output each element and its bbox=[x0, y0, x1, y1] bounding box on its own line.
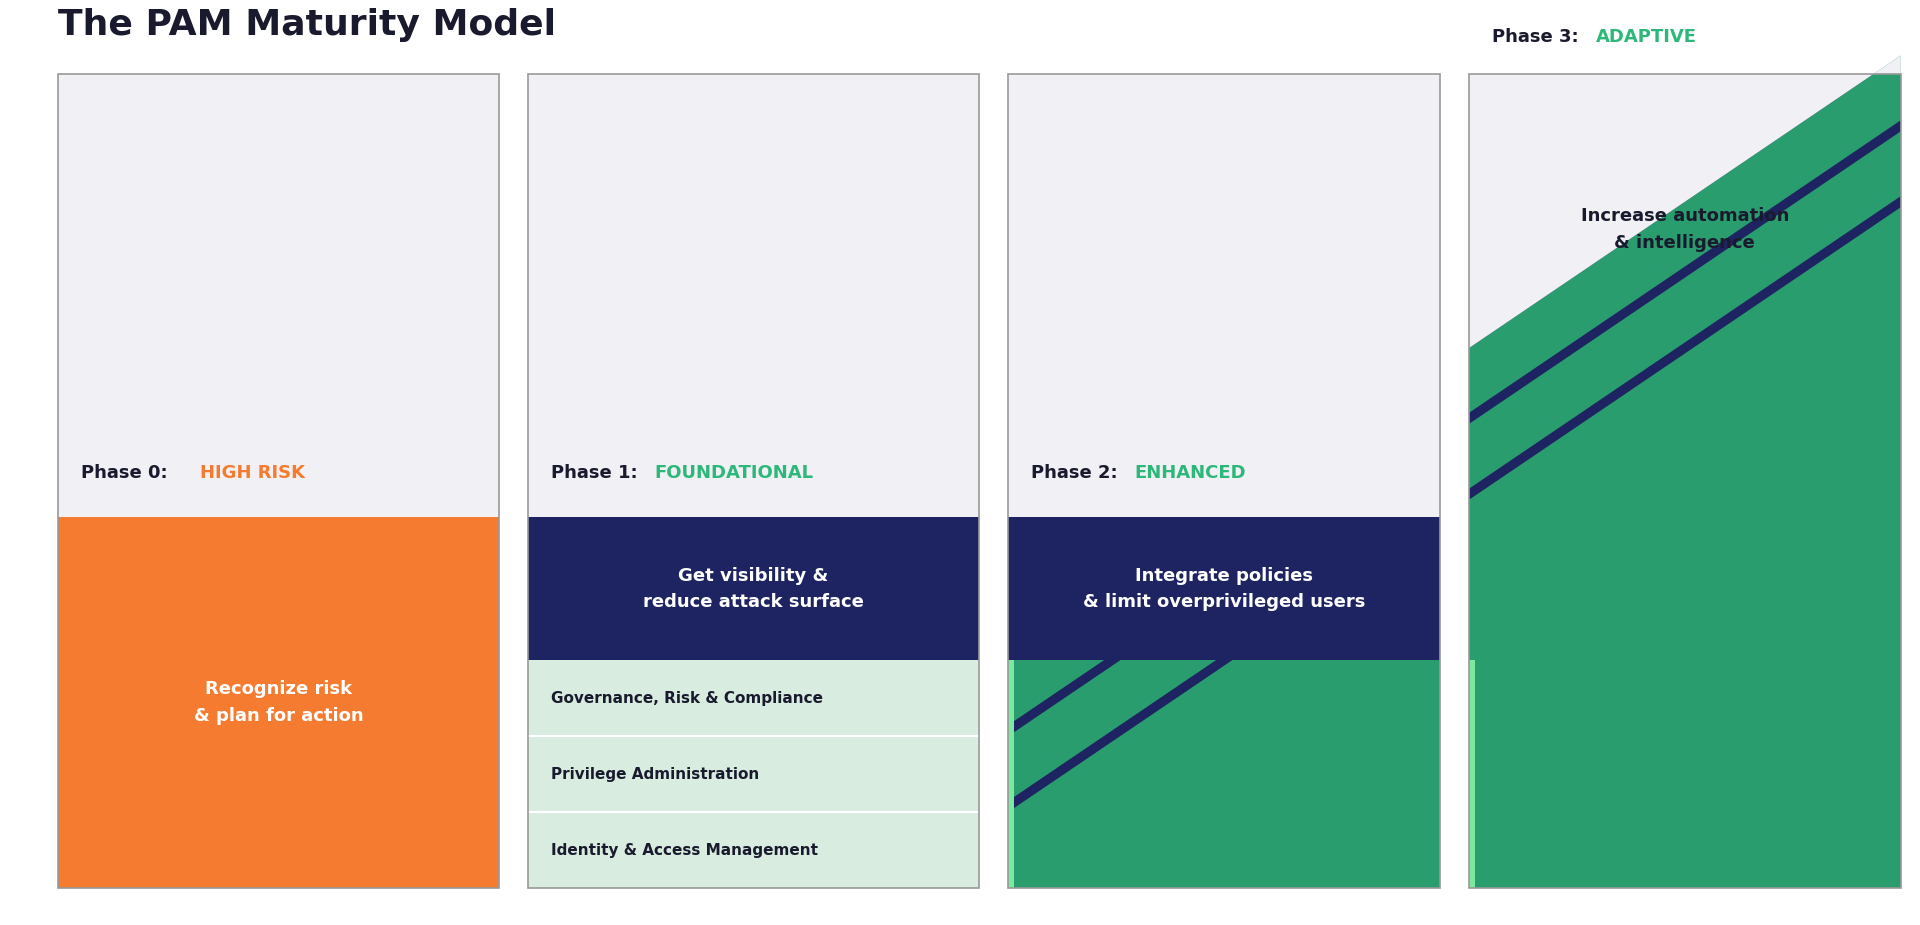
Text: Phase 3:: Phase 3: bbox=[1492, 29, 1584, 46]
Text: Governance, Risk & Compliance: Governance, Risk & Compliance bbox=[551, 691, 824, 706]
Text: Phase 2:: Phase 2: bbox=[1031, 464, 1123, 482]
FancyBboxPatch shape bbox=[1002, 660, 1014, 888]
Text: HIGH RISK: HIGH RISK bbox=[200, 464, 305, 482]
Text: Recognize risk
& plan for action: Recognize risk & plan for action bbox=[194, 681, 363, 725]
FancyBboxPatch shape bbox=[499, 74, 528, 888]
Text: Phase 0:: Phase 0: bbox=[81, 464, 173, 482]
FancyBboxPatch shape bbox=[528, 74, 979, 888]
FancyBboxPatch shape bbox=[528, 660, 979, 736]
Text: Identity & Access Management: Identity & Access Management bbox=[551, 843, 818, 857]
FancyBboxPatch shape bbox=[1463, 660, 1475, 888]
Text: Privilege Administration: Privilege Administration bbox=[551, 767, 758, 782]
Text: Increase automation
& intelligence: Increase automation & intelligence bbox=[1580, 207, 1789, 252]
FancyBboxPatch shape bbox=[1008, 74, 1440, 888]
FancyBboxPatch shape bbox=[528, 517, 979, 660]
Polygon shape bbox=[1008, 196, 1901, 812]
Polygon shape bbox=[1008, 120, 1901, 736]
Text: ADAPTIVE: ADAPTIVE bbox=[1596, 29, 1697, 46]
FancyBboxPatch shape bbox=[58, 74, 499, 888]
FancyBboxPatch shape bbox=[58, 517, 499, 888]
Polygon shape bbox=[1469, 56, 1901, 348]
Text: Integrate policies
& limit overprivileged users: Integrate policies & limit overprivilege… bbox=[1083, 566, 1365, 611]
Text: Get visibility &
reduce attack surface: Get visibility & reduce attack surface bbox=[643, 566, 864, 611]
FancyBboxPatch shape bbox=[979, 74, 1008, 888]
Text: FOUNDATIONAL: FOUNDATIONAL bbox=[655, 464, 814, 482]
Text: ENHANCED: ENHANCED bbox=[1135, 464, 1246, 482]
FancyBboxPatch shape bbox=[528, 812, 979, 888]
FancyBboxPatch shape bbox=[528, 736, 979, 812]
FancyBboxPatch shape bbox=[1469, 74, 1901, 888]
FancyBboxPatch shape bbox=[1008, 517, 1440, 660]
FancyBboxPatch shape bbox=[1440, 74, 1469, 888]
FancyBboxPatch shape bbox=[1008, 74, 1440, 517]
Text: The PAM Maturity Model: The PAM Maturity Model bbox=[58, 7, 555, 42]
Text: Phase 1:: Phase 1: bbox=[551, 464, 643, 482]
Polygon shape bbox=[1008, 56, 1901, 888]
